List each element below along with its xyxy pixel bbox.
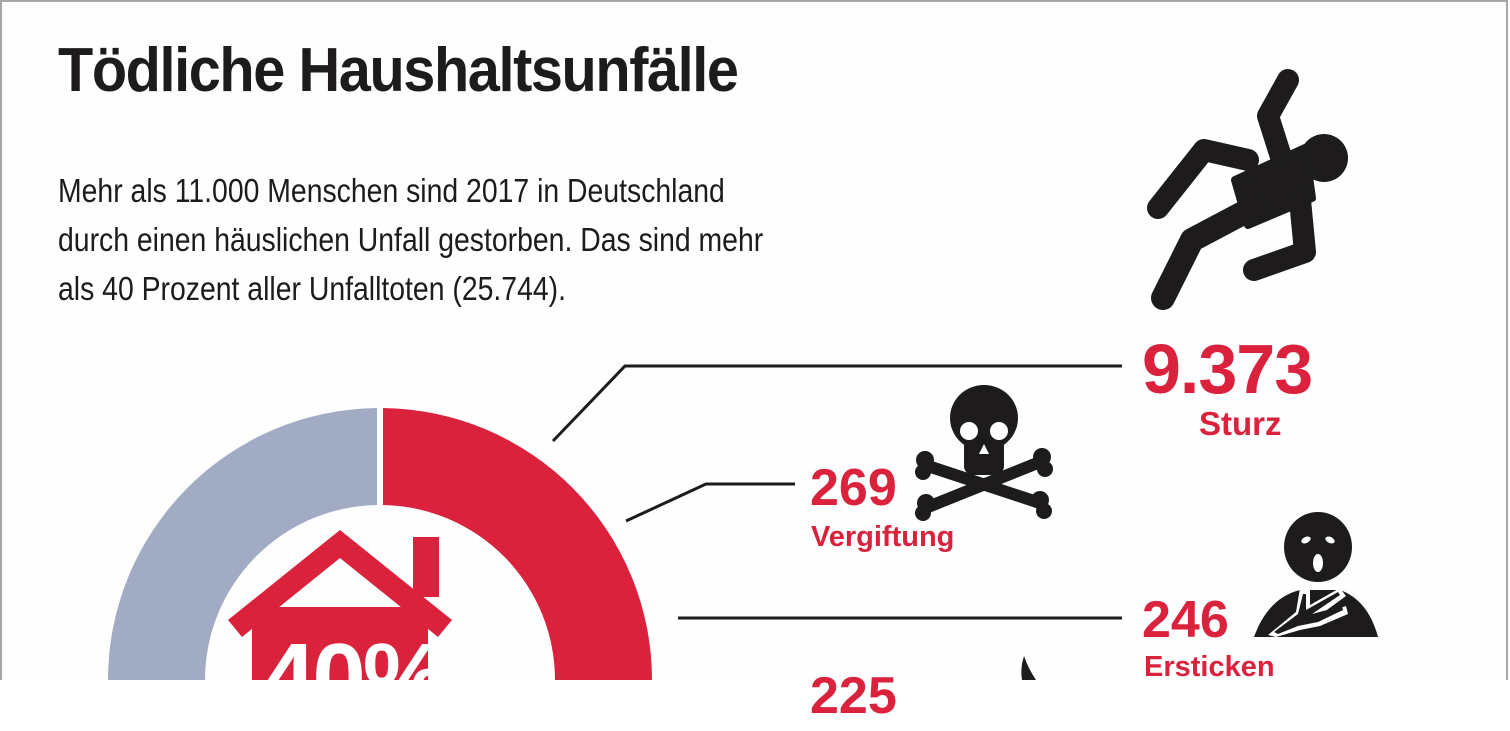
callout-label-vergiftung: Vergiftung xyxy=(811,521,955,553)
skull-crossbones-icon xyxy=(915,385,1053,521)
callout-value-sturz: 9.373 xyxy=(1142,330,1313,408)
intro-line: als 40 Prozent aller Unfalltoten (25.744… xyxy=(58,270,566,307)
donut-chart xyxy=(108,408,652,680)
callout-value-vergiftung: 269 xyxy=(810,459,897,517)
callout-label-ersticken: Ersticken xyxy=(1144,651,1275,683)
page-title: Tödliche Haushaltsunfälle xyxy=(58,36,739,105)
donut-segment-other xyxy=(108,408,377,680)
callout-value-partial: 225 xyxy=(810,667,897,725)
callout-label-sturz: Sturz xyxy=(1199,405,1282,442)
infographic-frame xyxy=(0,0,1508,680)
leader-line-sturz xyxy=(551,364,1122,443)
callout-value-ersticken: 246 xyxy=(1142,591,1229,649)
intro-text: Mehr als 11.000 Menschen sind 2017 in De… xyxy=(58,166,918,313)
intro-line: durch einen häuslichen Unfall gestorben.… xyxy=(58,221,764,258)
intro-line: Mehr als 11.000 Menschen sind 2017 in De… xyxy=(58,172,725,209)
falling-person-icon xyxy=(1147,69,1348,310)
fire-icon xyxy=(1021,656,1036,680)
leader-line-vergiftung xyxy=(625,482,795,523)
leader-lines xyxy=(551,364,1122,620)
donut-segment-home xyxy=(383,408,652,680)
choking-person-icon xyxy=(1254,512,1378,637)
donut-center-percentage: 40% xyxy=(262,624,448,731)
house-icon xyxy=(228,530,452,680)
chart-graphic xyxy=(108,69,1378,680)
